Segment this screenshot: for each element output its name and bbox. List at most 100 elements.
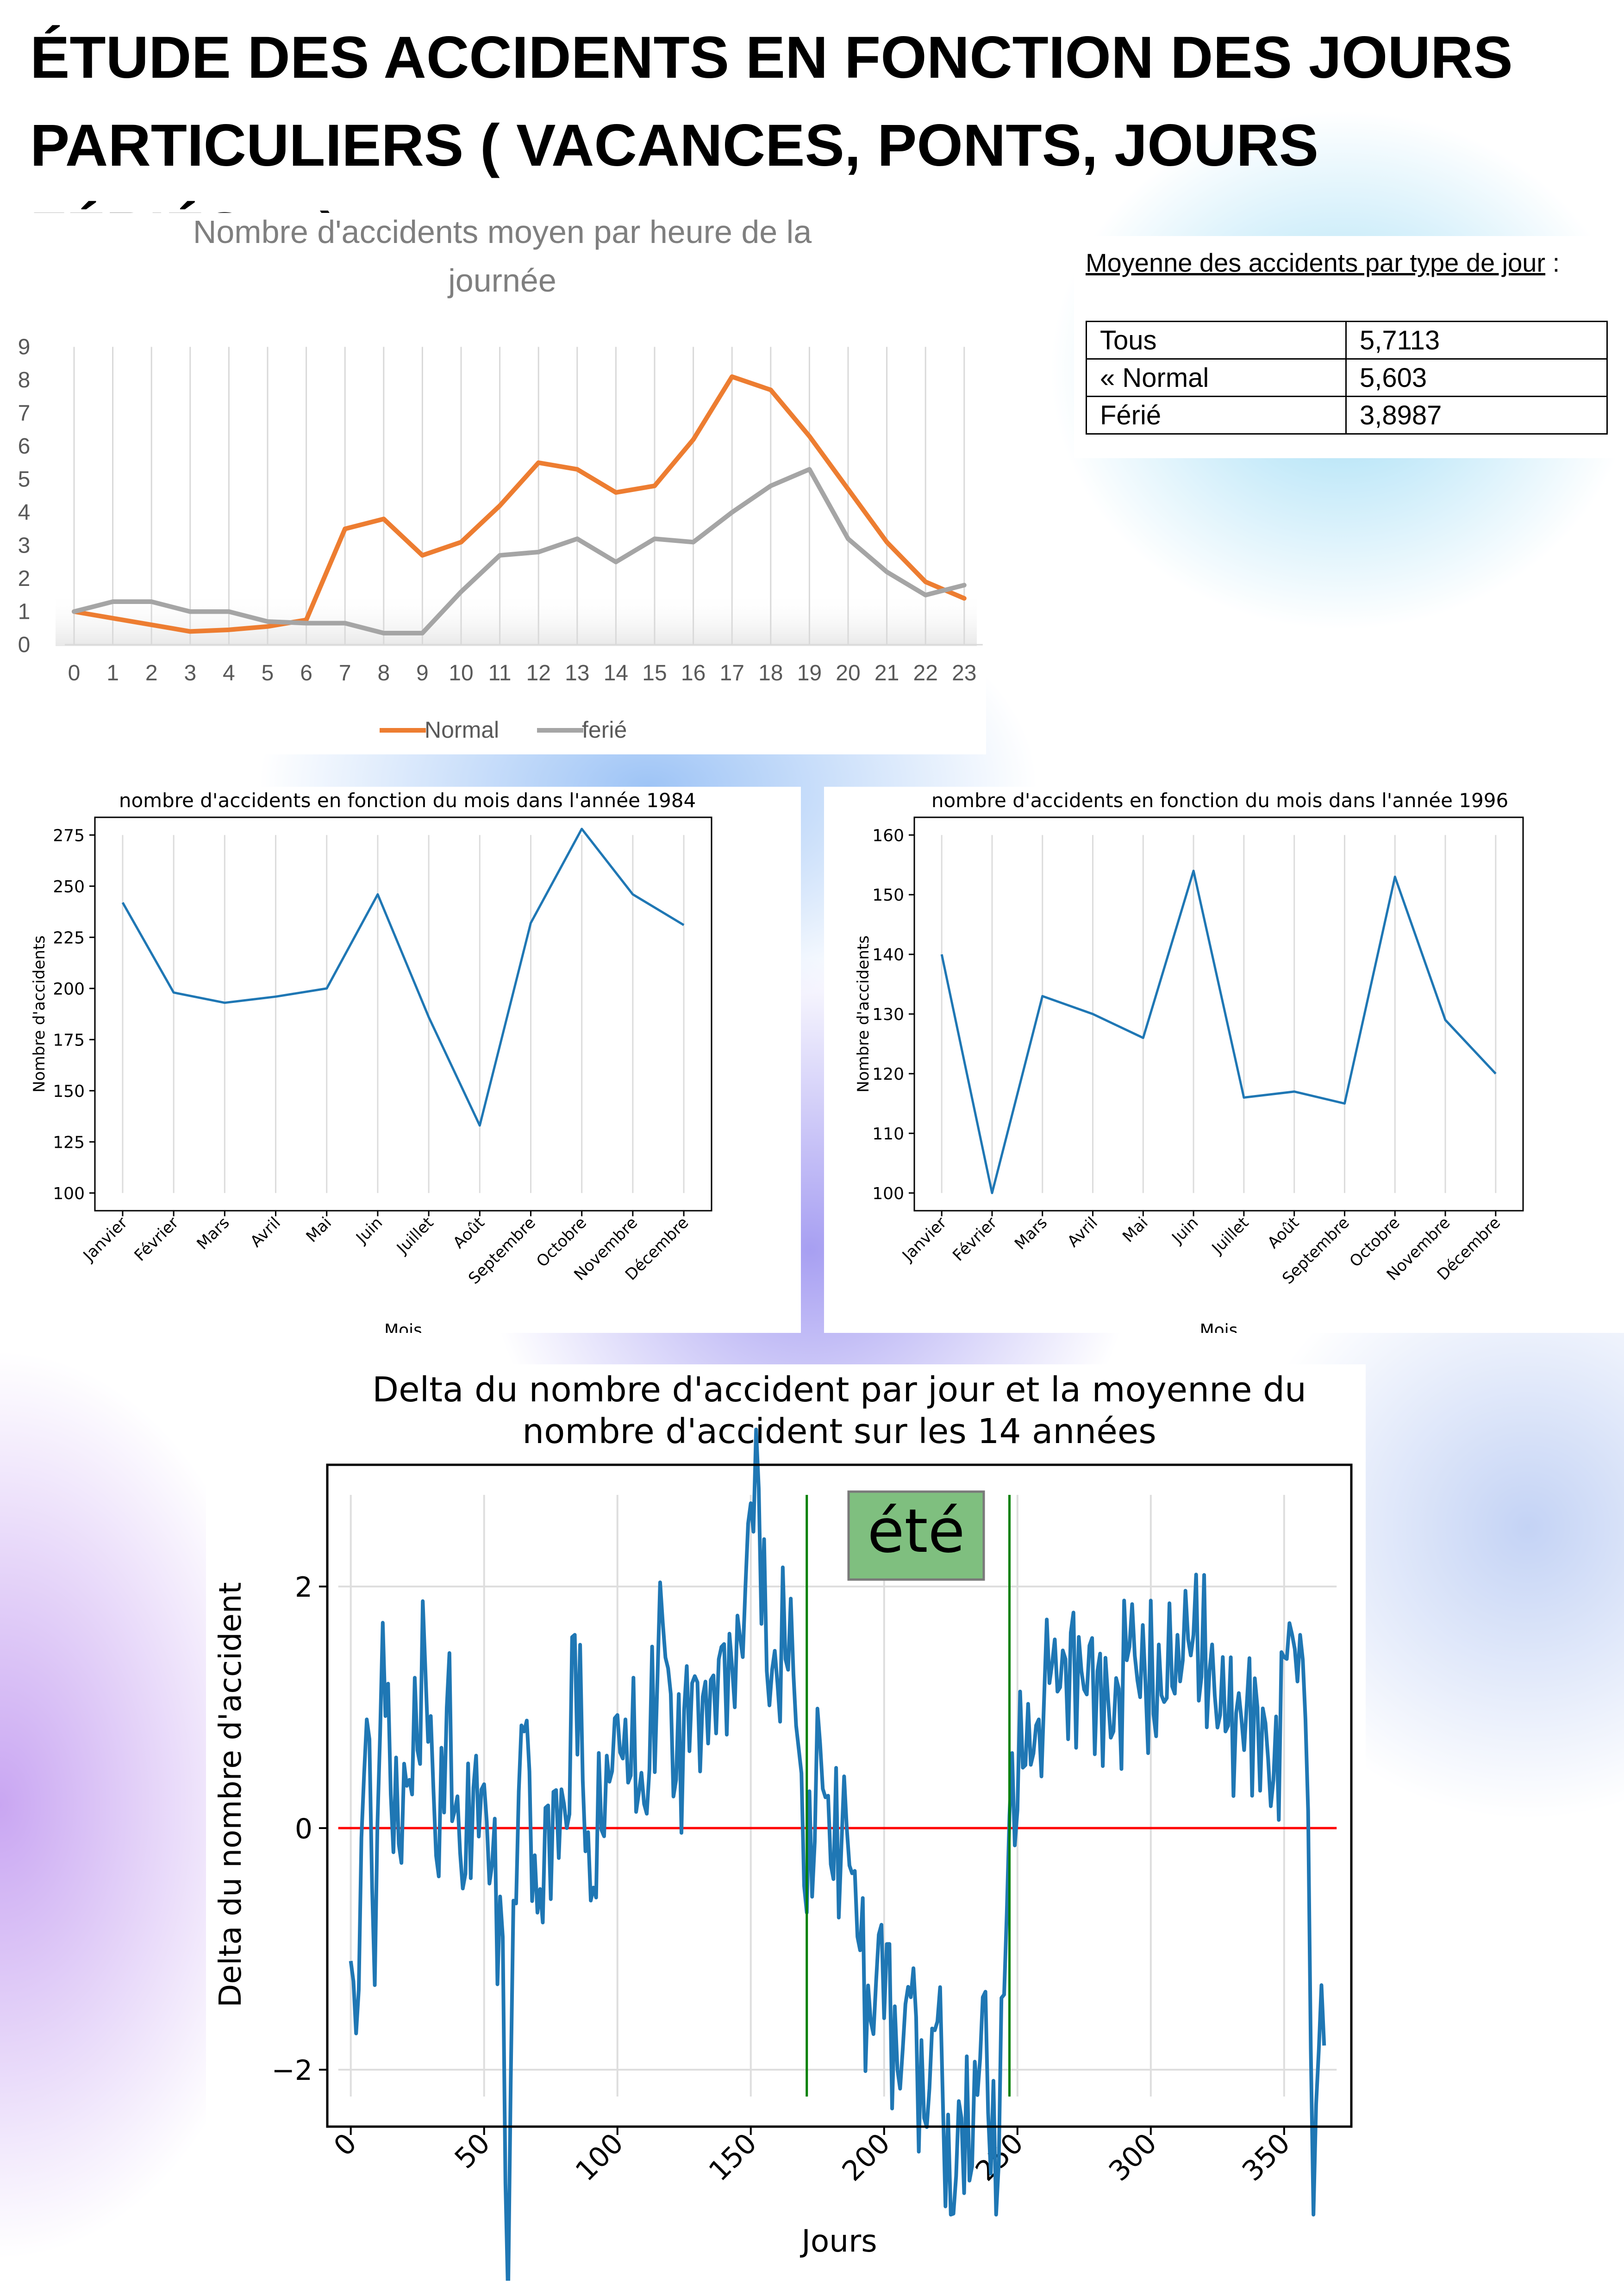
x-tick-label: Mai (1119, 1213, 1151, 1246)
y-tick-label: 6 (18, 434, 31, 459)
x-tick-label: 100 (569, 2127, 630, 2187)
chart-title-line2: nombre d'accident sur les 14 années (522, 1412, 1156, 1451)
table-cell-value: 3,8987 (1345, 396, 1608, 435)
x-tick-label: 17 (720, 661, 744, 685)
average-table: Tous 5,7113 « Normal 5,603 Férié 3,8987 (1086, 321, 1608, 435)
x-axis-label: Jours (800, 2223, 877, 2259)
hourly-chart-panel: Nombre d'accidents moyen par heure de la… (0, 213, 986, 754)
y-tick-label: 0 (18, 633, 31, 657)
series-line-ferié (72, 467, 967, 635)
x-tick-label: 6 (300, 661, 312, 685)
x-tick-label: Juillet (1208, 1213, 1252, 1258)
daily-delta-panel: Delta du nombre d'accident par jour et l… (206, 1330, 1366, 2296)
x-tick-label: 300 (1103, 2127, 1163, 2187)
y-tick-label: 130 (872, 1005, 904, 1024)
x-tick-label: Mars (194, 1213, 233, 1253)
plot-frame (94, 816, 712, 1212)
x-tick-label: 21 (874, 661, 899, 685)
average-table-caption: Moyenne des accidents par type de jour : (1086, 248, 1560, 278)
x-tick-label: 7 (339, 661, 351, 685)
hourly-line-chart: Nombre d'accidents moyen par heure de la… (18, 214, 983, 743)
y-tick-label: 7 (18, 401, 31, 426)
season-annotation-label: été (868, 1496, 965, 1566)
y-tick-label: 5 (18, 467, 31, 492)
y-tick-label: 175 (53, 1031, 85, 1050)
table-row: « Normal 5,603 (1086, 358, 1608, 397)
y-tick-label: 9 (18, 335, 31, 360)
y-tick-label: 120 (872, 1065, 904, 1084)
chart-title: nombre d'accidents en fonction du mois d… (119, 789, 696, 812)
y-tick-label: 225 (53, 928, 85, 947)
x-tick-label: 16 (681, 661, 706, 685)
y-tick-label: 0 (295, 1813, 312, 1845)
table-cell-label: « Normal (1086, 358, 1347, 397)
x-tick-label: 200 (836, 2127, 896, 2187)
table-cell-label: Tous (1086, 321, 1347, 360)
page-title: ÉTUDE DES ACCIDENTS EN FONCTION DES JOUR… (30, 25, 1513, 267)
y-tick-label: 8 (18, 368, 31, 392)
x-axis-label: Mois (384, 1321, 422, 1333)
monthly-1984-panel: nombre d'accidents en fonction du mois d… (0, 787, 801, 1340)
x-tick-label: 2 (145, 661, 158, 685)
x-tick-label: 11 (488, 661, 512, 685)
x-tick-label: 10 (449, 661, 473, 685)
daily-delta-line-chart: Delta du nombre d'accident par jour et l… (212, 1330, 1353, 2296)
x-tick-label: 4 (223, 661, 235, 685)
x-tick-label: Août (450, 1213, 488, 1252)
x-tick-label: 13 (565, 661, 589, 685)
legend-label: ferié (582, 717, 627, 743)
y-tick-label: 125 (53, 1133, 85, 1152)
x-tick-label: 0 (328, 2127, 363, 2163)
y-tick-label: 160 (872, 826, 904, 845)
x-tick-label: 1 (106, 661, 119, 685)
y-tick-label: 200 (53, 980, 85, 999)
x-tick-label: 22 (913, 661, 938, 685)
x-tick-label: Juin (1168, 1213, 1202, 1248)
y-tick-label: 2 (18, 566, 31, 591)
y-axis-label: Delta du nombre d'accident (212, 1582, 248, 2007)
y-tick-label: 250 (53, 877, 85, 896)
y-tick-label: 110 (872, 1125, 904, 1144)
x-axis-label: Mois (1200, 1321, 1238, 1333)
table-row: Férié 3,8987 (1086, 396, 1608, 435)
x-tick-label: Février (949, 1213, 1000, 1265)
series-line (940, 870, 1497, 1195)
monthly-1996-line-chart: nombre d'accidents en fonction du mois d… (854, 789, 1524, 1340)
x-tick-label: Août (1264, 1213, 1303, 1252)
y-tick-label: 140 (872, 946, 904, 964)
monthly-1984-line-chart: nombre d'accidents en fonction du mois d… (30, 789, 712, 1340)
x-tick-label: 9 (416, 661, 429, 685)
chart-title: nombre d'accidents en fonction du mois d… (931, 789, 1508, 812)
table-cell-label: Férié (1086, 396, 1347, 435)
x-tick-label: 19 (797, 661, 822, 685)
x-tick-label: 23 (952, 661, 976, 685)
x-tick-label: Janvier (898, 1213, 950, 1265)
series-line-Normal (72, 374, 967, 634)
x-tick-label: Février (131, 1213, 182, 1265)
chart-title: Delta du nombre d'accident par jour et l… (372, 1370, 1306, 1410)
x-tick-label: 15 (642, 661, 667, 685)
hourly-chart-title: Nombre d'accidents moyen par heure de la (193, 214, 812, 250)
legend-label: Normal (425, 717, 499, 743)
x-tick-label: Avril (247, 1213, 284, 1251)
series-line (349, 1427, 1326, 2296)
y-tick-label: 275 (53, 826, 85, 845)
y-tick-label: −2 (272, 2054, 312, 2087)
x-tick-label: 14 (604, 661, 628, 685)
x-tick-label: Janvier (79, 1213, 131, 1265)
monthly-1996-panel: nombre d'accidents en fonction du mois d… (824, 787, 1624, 1340)
y-tick-label: 4 (18, 500, 31, 525)
x-tick-label: Juin (352, 1213, 386, 1248)
x-tick-label: Avril (1064, 1213, 1101, 1251)
y-tick-label: 1 (18, 600, 31, 624)
x-tick-label: 20 (836, 661, 860, 685)
x-tick-label: 5 (262, 661, 274, 685)
table-cell-value: 5,603 (1345, 358, 1608, 397)
average-table-caption-suffix: : (1545, 248, 1560, 277)
y-tick-label: 150 (872, 886, 904, 905)
x-tick-label: Juillet (393, 1213, 437, 1258)
x-tick-label: 3 (184, 661, 196, 685)
x-tick-label: 18 (758, 661, 783, 685)
table-row: Tous 5,7113 (1086, 321, 1608, 360)
y-tick-label: 3 (18, 534, 31, 558)
